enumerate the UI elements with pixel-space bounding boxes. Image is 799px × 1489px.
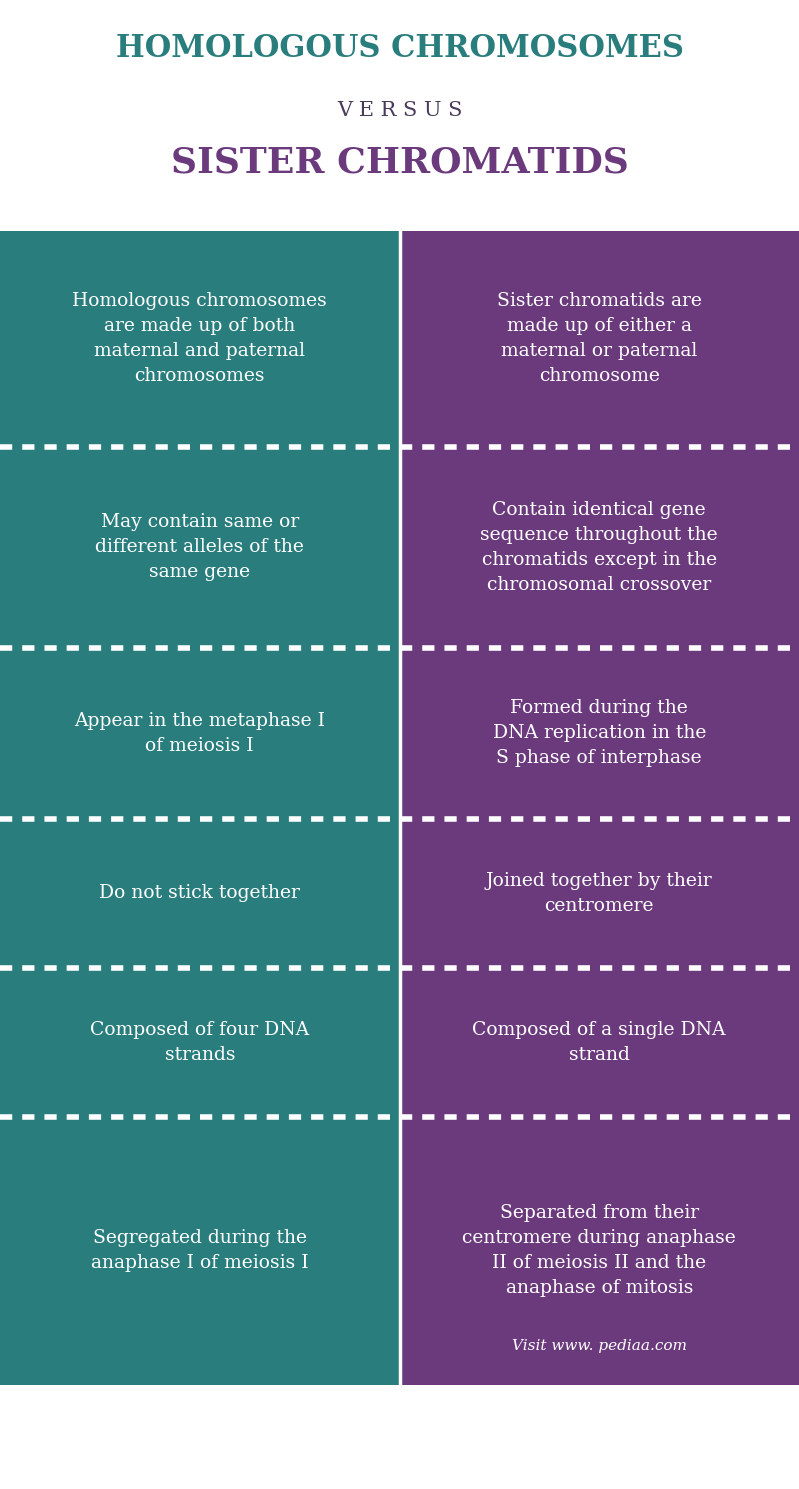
FancyBboxPatch shape: [400, 1117, 799, 1385]
Text: Joined together by their
centromere: Joined together by their centromere: [486, 873, 713, 914]
Text: Separated from their
centromere during anaphase
II of meiosis II and the
anaphas: Separated from their centromere during a…: [463, 1205, 736, 1297]
Text: Composed of four DNA
strands: Composed of four DNA strands: [90, 1021, 309, 1063]
Text: SISTER CHROMATIDS: SISTER CHROMATIDS: [171, 146, 628, 180]
Text: V E R S U S: V E R S U S: [337, 101, 462, 121]
FancyBboxPatch shape: [400, 447, 799, 648]
Text: May contain same or
different alleles of the
same gene: May contain same or different alleles of…: [95, 514, 304, 581]
Text: Appear in the metaphase I
of meiosis I: Appear in the metaphase I of meiosis I: [74, 712, 325, 755]
FancyBboxPatch shape: [0, 968, 400, 1117]
FancyBboxPatch shape: [0, 819, 400, 968]
Text: HOMOLOGOUS CHROMOSOMES: HOMOLOGOUS CHROMOSOMES: [116, 33, 683, 64]
Text: Homologous chromosomes
are made up of both
maternal and paternal
chromosomes: Homologous chromosomes are made up of bo…: [73, 292, 327, 386]
FancyBboxPatch shape: [0, 1117, 400, 1385]
FancyBboxPatch shape: [400, 819, 799, 968]
FancyBboxPatch shape: [400, 968, 799, 1117]
Text: Visit www. pediaa.com: Visit www. pediaa.com: [511, 1339, 687, 1352]
FancyBboxPatch shape: [0, 0, 799, 231]
FancyBboxPatch shape: [400, 648, 799, 819]
FancyBboxPatch shape: [0, 231, 400, 447]
FancyBboxPatch shape: [0, 648, 400, 819]
FancyBboxPatch shape: [400, 231, 799, 447]
Text: Composed of a single DNA
strand: Composed of a single DNA strand: [472, 1021, 726, 1063]
Text: Sister chromatids are
made up of either a
maternal or paternal
chromosome: Sister chromatids are made up of either …: [497, 292, 702, 386]
Text: Segregated during the
anaphase I of meiosis I: Segregated during the anaphase I of meio…: [91, 1230, 308, 1272]
Text: Formed during the
DNA replication in the
S phase of interphase: Formed during the DNA replication in the…: [492, 700, 706, 767]
FancyBboxPatch shape: [0, 447, 400, 648]
Text: Do not stick together: Do not stick together: [99, 884, 300, 902]
Text: Contain identical gene
sequence throughout the
chromatids except in the
chromoso: Contain identical gene sequence througho…: [480, 500, 718, 594]
